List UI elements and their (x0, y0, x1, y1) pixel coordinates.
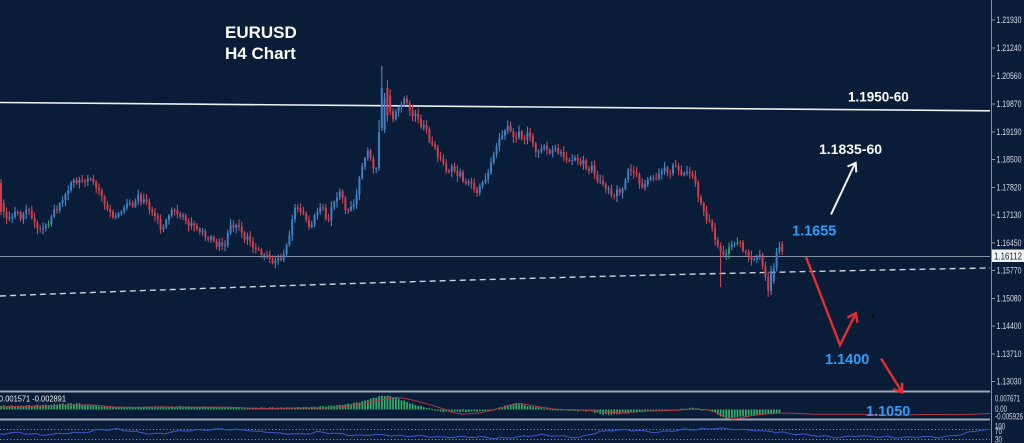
svg-text:1.21930: 1.21930 (997, 15, 1022, 26)
svg-text:1.19870: 1.19870 (997, 99, 1022, 110)
svg-text:1.20560: 1.20560 (997, 71, 1022, 82)
svg-text:EURUSD: EURUSD (225, 23, 297, 42)
svg-text:0.00: 0.00 (995, 404, 1007, 415)
svg-text:1.13030: 1.13030 (997, 377, 1022, 388)
svg-text:1.15080: 1.15080 (997, 294, 1022, 305)
svg-text:1.17820: 1.17820 (997, 183, 1022, 194)
svg-text:1.19190: 1.19190 (997, 127, 1022, 138)
svg-text:1.1400: 1.1400 (825, 352, 869, 368)
svg-text:0.007671: 0.007671 (995, 394, 1020, 405)
svg-text:1.15770: 1.15770 (997, 266, 1022, 277)
svg-text:1.1950-60: 1.1950-60 (848, 90, 909, 105)
svg-text:-0.005926: -0.005926 (995, 412, 1023, 423)
svg-text:1.1050: 1.1050 (866, 404, 910, 420)
svg-text:1.16450: 1.16450 (997, 238, 1022, 249)
svg-text:70: 70 (995, 426, 1002, 437)
svg-text:1.17130: 1.17130 (997, 210, 1022, 221)
svg-text:1.16112: 1.16112 (994, 252, 1022, 263)
svg-text:100: 100 (995, 422, 1005, 433)
svg-text:1.21240: 1.21240 (997, 43, 1022, 54)
svg-text:1.18500: 1.18500 (997, 155, 1022, 166)
svg-text:0.001571 -0.002891: 0.001571 -0.002891 (0, 394, 66, 404)
svg-text:1.1835-60: 1.1835-60 (819, 141, 882, 157)
svg-text:H4 Chart: H4 Chart (225, 44, 296, 63)
svg-text:1.1655: 1.1655 (792, 224, 836, 240)
svg-text:30: 30 (995, 435, 1002, 443)
svg-text:1.14400: 1.14400 (997, 321, 1022, 332)
svg-text:1.13710: 1.13710 (997, 349, 1022, 360)
